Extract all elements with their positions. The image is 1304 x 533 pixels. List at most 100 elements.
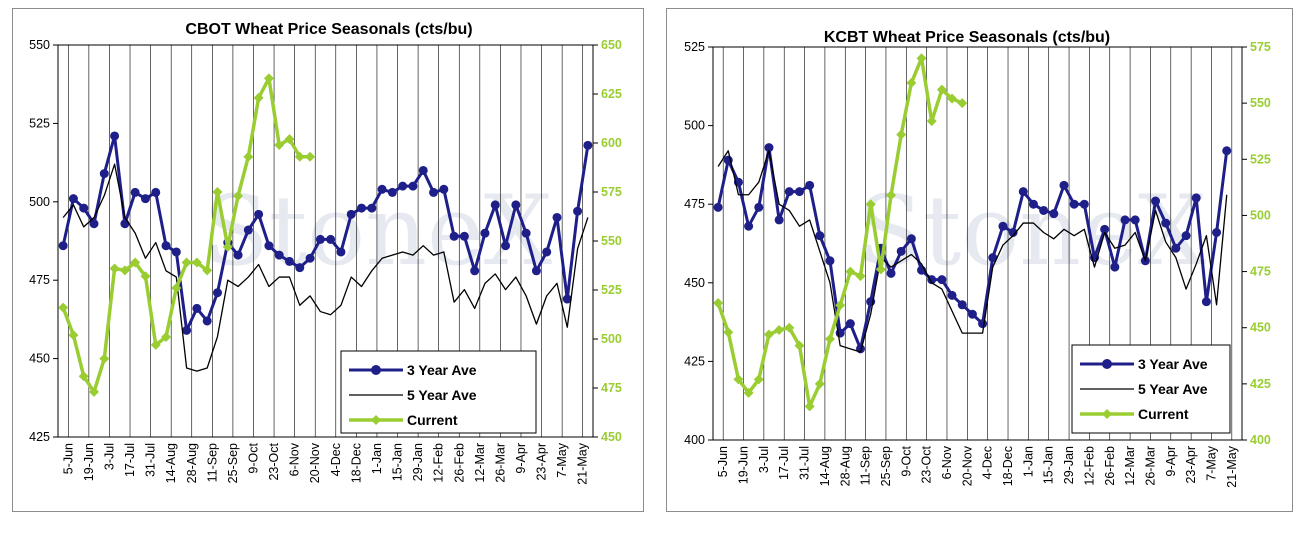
- data-point: [764, 143, 774, 153]
- data-point: [967, 309, 977, 319]
- data-point: [906, 234, 916, 244]
- data-point: [774, 324, 785, 335]
- y-right-tick-label: 525: [1250, 152, 1271, 166]
- data-point: [315, 234, 325, 244]
- y-right-tick-label: 600: [601, 136, 622, 150]
- data-point: [191, 257, 202, 268]
- kcbt-chart-panel: StoneX KCBT Wheat Price Seasonals (cts/b…: [666, 8, 1293, 512]
- data-point: [875, 264, 886, 275]
- data-point: [988, 253, 998, 263]
- data-point: [140, 194, 150, 204]
- x-tick-label: 4-Dec: [981, 446, 995, 479]
- data-point: [784, 187, 794, 197]
- data-point: [1161, 218, 1171, 228]
- x-tick-label: 25-Sep: [226, 443, 240, 483]
- series-line: [62, 163, 589, 372]
- data-point: [906, 77, 917, 88]
- data-point: [1212, 227, 1222, 237]
- data-point: [398, 181, 408, 191]
- data-point: [181, 257, 192, 268]
- data-point: [552, 212, 562, 222]
- data-point: [1151, 196, 1161, 206]
- data-point: [804, 401, 815, 412]
- legend-marker: [371, 415, 381, 425]
- data-point: [367, 203, 377, 213]
- data-point: [192, 303, 202, 313]
- data-point: [713, 202, 723, 212]
- data-point: [480, 228, 490, 238]
- data-point: [1079, 199, 1089, 209]
- data-point: [490, 200, 500, 210]
- data-point: [947, 290, 957, 300]
- x-tick-label: 4-Dec: [329, 443, 343, 476]
- x-tick-label: 23-Apr: [535, 443, 549, 481]
- data-point: [1191, 193, 1201, 203]
- data-point: [305, 151, 316, 162]
- x-tick-label: 21-May: [1225, 445, 1239, 487]
- data-point: [140, 271, 151, 282]
- data-point: [733, 374, 744, 385]
- data-point: [212, 288, 222, 298]
- data-point: [109, 263, 120, 274]
- data-point: [1049, 209, 1059, 219]
- series-line: [61, 134, 590, 332]
- x-tick-label: 23-Oct: [920, 445, 934, 483]
- data-point: [1120, 215, 1130, 225]
- data-point: [254, 209, 264, 219]
- y-right-tick-label: 450: [601, 430, 622, 444]
- data-point: [794, 187, 804, 197]
- data-point: [202, 316, 212, 326]
- x-tick-label: 9-Apr: [514, 443, 528, 474]
- data-point: [120, 219, 130, 229]
- data-point: [161, 241, 171, 251]
- data-point: [346, 209, 356, 219]
- data-point: [171, 283, 182, 294]
- x-tick-label: 18-Dec: [349, 443, 363, 483]
- x-tick-label: 17-Jul: [123, 443, 137, 477]
- data-point: [1059, 180, 1069, 190]
- data-point: [459, 231, 469, 241]
- x-tick-label: 26-Feb: [452, 443, 466, 483]
- data-point: [825, 256, 835, 266]
- legend-label: 3 Year Ave: [407, 362, 477, 378]
- data-point: [171, 247, 181, 257]
- data-point: [1069, 199, 1079, 209]
- cbot-chart-panel: StoneX CBOT Wheat Price Seasonals (cts/b…: [12, 8, 644, 512]
- y-right-tick-label: 450: [1250, 321, 1271, 335]
- kcbt-chart-svg: StoneX KCBT Wheat Price Seasonals (cts/b…: [684, 29, 1271, 488]
- legend-label: Current: [1138, 406, 1189, 422]
- data-point: [1130, 215, 1140, 225]
- data-point: [855, 271, 866, 282]
- x-tick-label: 31-Jul: [144, 443, 158, 477]
- data-point: [305, 253, 315, 263]
- y-right-tick-label: 625: [601, 87, 622, 101]
- y-right-tick-label: 525: [601, 283, 622, 297]
- data-point: [1110, 262, 1120, 272]
- data-point: [284, 256, 294, 266]
- y-left-tick-label: 525: [684, 40, 705, 54]
- data-point: [936, 84, 947, 95]
- y-right-tick-label: 650: [601, 38, 622, 52]
- data-point: [886, 190, 897, 201]
- data-point: [531, 266, 541, 276]
- series-line: [717, 150, 1228, 353]
- data-point: [947, 93, 958, 104]
- data-point: [274, 139, 285, 150]
- watermark: StoneX: [203, 175, 552, 287]
- data-point: [233, 190, 244, 201]
- y-right-tick-label: 550: [1250, 96, 1271, 110]
- y-right-tick-label: 425: [1250, 377, 1271, 391]
- data-point: [957, 300, 967, 310]
- x-tick-label: 5-Jun: [61, 443, 75, 474]
- x-tick-label: 12-Feb: [1082, 446, 1096, 486]
- x-tick-label: 7-May: [555, 442, 569, 477]
- x-tick-label: 11-Sep: [205, 443, 219, 482]
- x-tick-label: 9-Oct: [899, 445, 913, 476]
- x-tick-label: 9-Apr: [1164, 446, 1178, 477]
- data-point: [763, 329, 774, 340]
- data-point: [151, 187, 161, 197]
- data-point: [713, 298, 724, 309]
- x-tick-label: 15-Jan: [1042, 446, 1056, 484]
- x-tick-label: 12-Mar: [1123, 446, 1137, 486]
- x-tick-label: 1-Jan: [1021, 446, 1035, 477]
